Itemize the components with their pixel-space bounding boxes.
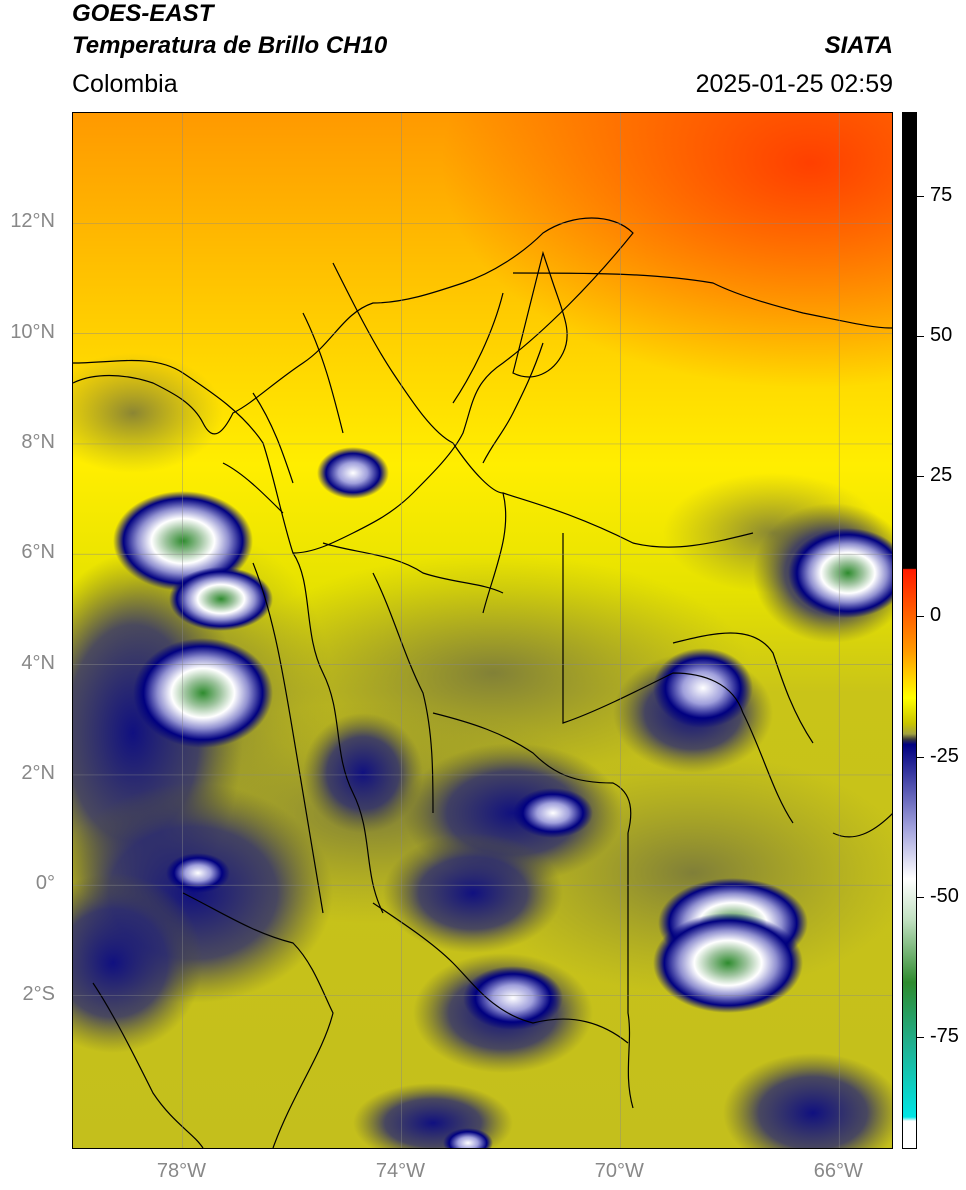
- lat-tick-label: 12°N: [10, 210, 55, 233]
- colorbar-tick-mark: [917, 896, 924, 898]
- lat-tick-label: 6°N: [21, 541, 55, 564]
- lat-tick-label: 0°: [35, 872, 55, 895]
- colorbar-tick-mark: [917, 196, 924, 198]
- lat-tick-label: 10°N: [10, 320, 55, 343]
- coastlines-and-borders: [73, 217, 892, 1148]
- lat-tick-label: 4°N: [21, 651, 55, 674]
- satellite-title: GOES-EAST: [72, 0, 214, 27]
- colorbar: [902, 112, 917, 1149]
- region-label: Colombia: [72, 70, 178, 98]
- colorbar-tick-mark: [917, 1036, 924, 1038]
- lon-tick-label: 78°W: [156, 1160, 207, 1182]
- colorbar-tick-mark: [917, 756, 924, 758]
- colorbar-tick-label: 25: [930, 464, 953, 487]
- map-canvas: [73, 113, 892, 1148]
- colorbar-tick-mark: [917, 336, 924, 338]
- colorbar-canvas: [903, 113, 916, 1148]
- colorbar-tick-mark: [917, 616, 924, 618]
- lat-tick-label: 2°S: [22, 982, 55, 1005]
- colorbar-tick-mark: [917, 476, 924, 478]
- lon-tick-label: 70°W: [594, 1160, 644, 1182]
- datetime-label: 2025-01-25 02:59: [695, 70, 893, 98]
- product-title: Temperatura de Brillo CH10: [72, 32, 388, 59]
- colorbar-tick-label: 50: [930, 324, 953, 347]
- storm-cells: [113, 447, 892, 1148]
- colorbar-tick-label: 0: [930, 604, 942, 627]
- colorbar-tick-label: -75: [930, 1024, 959, 1047]
- agency-label: SIATA: [824, 32, 893, 59]
- colorbar-tick-label: -25: [930, 744, 959, 767]
- gridlines: [73, 113, 892, 1148]
- colorbar-tick-label: 75: [930, 184, 953, 207]
- lon-tick-label: 74°W: [375, 1160, 425, 1182]
- colorbar-tick-label: -50: [930, 884, 959, 907]
- lat-tick-label: 8°N: [21, 430, 55, 453]
- lon-tick-label: 66°W: [813, 1160, 863, 1182]
- brightness-temperature-map[interactable]: [72, 112, 893, 1149]
- lat-tick-label: 2°N: [21, 761, 55, 784]
